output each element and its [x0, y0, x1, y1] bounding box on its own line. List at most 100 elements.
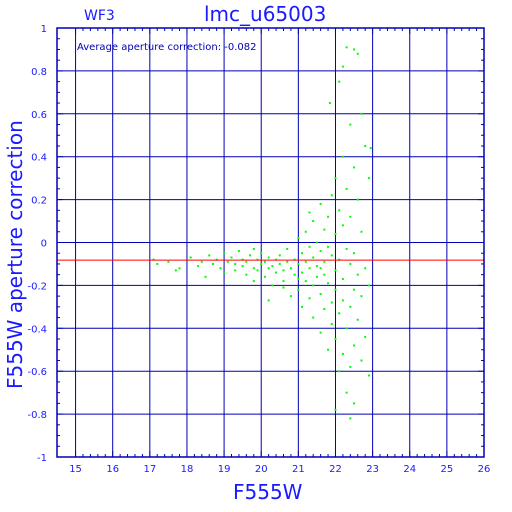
data-point — [345, 247, 348, 250]
data-point — [349, 123, 352, 126]
x-tick-label: 25 — [441, 464, 454, 475]
data-point — [308, 297, 311, 300]
data-point — [328, 102, 331, 105]
data-point — [349, 215, 352, 218]
data-point — [252, 267, 255, 270]
data-point — [364, 267, 367, 270]
data-point — [319, 292, 322, 295]
data-point — [323, 307, 326, 310]
data-point — [256, 269, 259, 272]
data-point — [341, 299, 344, 302]
x-tick-label: 26 — [478, 464, 491, 475]
data-point — [275, 271, 278, 274]
data-point — [308, 267, 311, 270]
x-tick-label: 15 — [69, 464, 82, 475]
tick-marks — [57, 27, 485, 458]
data-point — [312, 220, 315, 223]
chart-title: lmc_u65003 — [204, 2, 327, 26]
data-point — [304, 230, 307, 233]
data-point — [353, 48, 356, 51]
data-point — [223, 271, 226, 274]
data-point — [219, 267, 222, 270]
data-point — [312, 256, 315, 259]
data-point — [289, 295, 292, 298]
data-point — [249, 254, 252, 257]
data-point — [319, 331, 322, 334]
data-point — [204, 275, 207, 278]
data-point — [327, 245, 330, 248]
data-point — [167, 260, 170, 263]
y-tick-label: -0.4 — [27, 324, 47, 335]
data-point — [353, 288, 356, 291]
data-point — [349, 262, 352, 265]
y-tick-label: -0.8 — [27, 410, 47, 421]
data-point — [338, 312, 341, 315]
data-point — [315, 265, 318, 268]
data-point — [312, 316, 315, 319]
data-point — [267, 267, 270, 270]
data-point — [282, 286, 285, 289]
data-point — [345, 391, 348, 394]
data-point — [349, 305, 352, 308]
data-point — [356, 198, 359, 201]
data-point — [341, 353, 344, 356]
data-point — [364, 335, 367, 338]
data-point — [289, 267, 292, 270]
data-point — [174, 269, 177, 272]
data-point — [267, 299, 270, 302]
data-point — [367, 284, 370, 287]
data-point — [338, 209, 341, 212]
data-point — [282, 269, 285, 272]
data-point — [301, 252, 304, 255]
data-point — [323, 228, 326, 231]
x-tick-label: 24 — [403, 464, 416, 475]
data-point — [341, 65, 344, 68]
x-tick-label: 16 — [106, 464, 119, 475]
data-point — [338, 80, 341, 83]
y-tick-label: 0 — [41, 239, 47, 250]
data-point — [252, 247, 255, 250]
data-point — [211, 262, 214, 265]
data-point — [230, 256, 233, 259]
data-point — [271, 284, 274, 287]
data-points — [152, 46, 372, 420]
data-point — [319, 267, 322, 270]
x-tick-label: 19 — [218, 464, 231, 475]
data-point — [271, 265, 274, 268]
data-point — [360, 359, 363, 362]
data-point — [237, 250, 240, 253]
data-point — [330, 323, 333, 326]
data-point — [341, 277, 344, 280]
x-tick-label: 23 — [366, 464, 379, 475]
tick-labels: 15 16 17 18 19 20 21 22 23 24 25 26 1 0.8 0.6 0.4 0.2 0 -0… — [27, 24, 490, 475]
data-point — [364, 144, 367, 147]
data-point — [252, 280, 255, 283]
data-point — [241, 265, 244, 268]
data-point — [349, 365, 352, 368]
y-tick-label: 0.6 — [31, 110, 47, 121]
data-point — [278, 262, 281, 265]
data-point — [330, 194, 333, 197]
data-point — [297, 288, 300, 291]
y-tick-label: 1 — [41, 24, 47, 35]
data-point — [345, 187, 348, 190]
data-point — [341, 224, 344, 227]
data-point — [353, 252, 356, 255]
y-axis-label: F555W aperture correction — [3, 120, 27, 389]
data-point — [327, 215, 330, 218]
data-point — [360, 112, 363, 115]
data-point — [323, 260, 326, 263]
data-point — [234, 269, 237, 272]
data-point — [341, 155, 344, 158]
data-point — [260, 262, 263, 265]
data-point — [226, 260, 229, 263]
data-point — [323, 273, 326, 276]
x-tick-label: 17 — [143, 464, 156, 475]
data-point — [234, 262, 237, 265]
data-point — [334, 232, 337, 235]
data-point — [297, 277, 300, 280]
data-point — [308, 245, 311, 248]
data-point — [297, 262, 300, 265]
data-point — [263, 260, 266, 263]
